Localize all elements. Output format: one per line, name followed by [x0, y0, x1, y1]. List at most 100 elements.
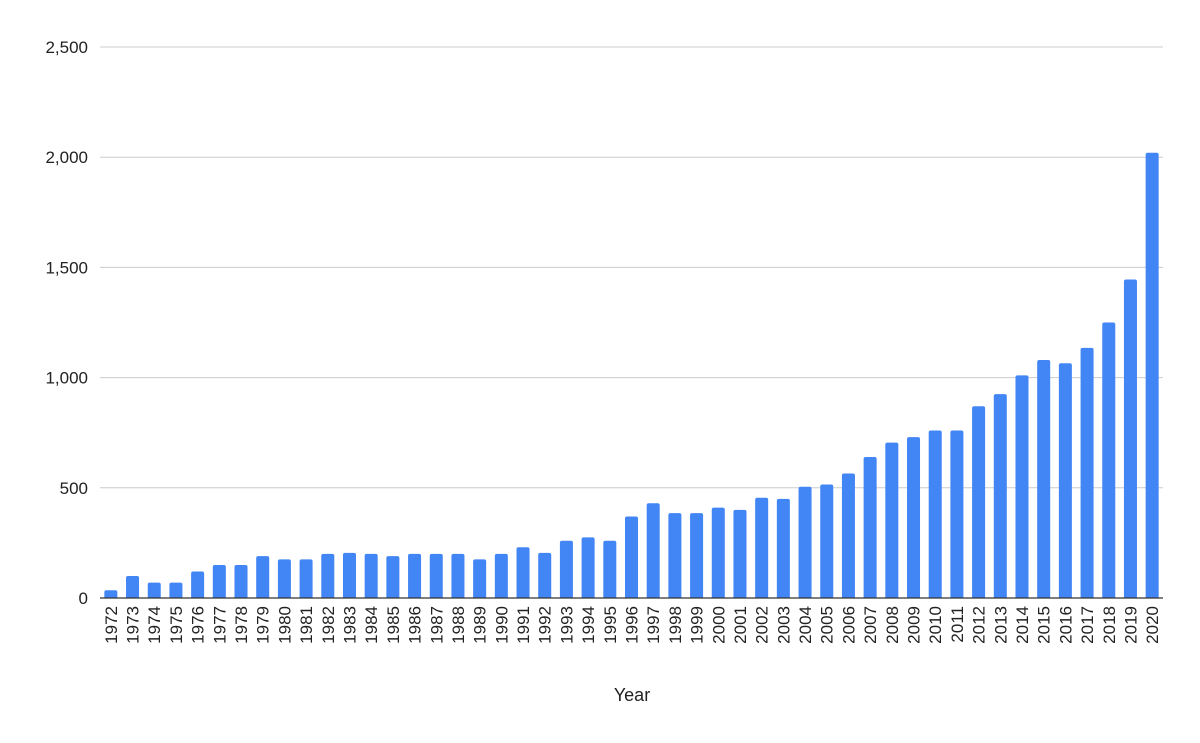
bar-2006 [841, 473, 855, 598]
bar-1992 [538, 552, 552, 598]
bar-2001 [733, 509, 747, 598]
bar-1994 [581, 537, 595, 598]
x-tick-label: 2013 [991, 606, 1010, 644]
x-tick-label: 2002 [753, 606, 772, 644]
x-tick-label: 1997 [644, 606, 663, 644]
bar-2012 [972, 406, 986, 598]
x-tick-label: 1996 [623, 606, 642, 644]
x-tick-label: 2014 [1013, 606, 1032, 644]
bar-2017 [1080, 347, 1094, 598]
bar-1999 [690, 513, 704, 598]
bar-1989 [473, 559, 487, 598]
x-tick-label: 1976 [189, 606, 208, 644]
y-tick-label: 500 [60, 479, 88, 498]
bar-2020 [1145, 152, 1159, 599]
x-tick-label: 1980 [275, 606, 294, 644]
bar-1983 [342, 552, 356, 598]
bar-2007 [863, 456, 877, 598]
x-tick-label: 2005 [818, 606, 837, 644]
bar-1977 [212, 564, 226, 598]
x-tick-label: 1987 [427, 606, 446, 644]
bar-1974 [147, 582, 161, 598]
x-tick-label: 2004 [796, 606, 815, 644]
gridlines [100, 46, 1163, 489]
x-tick-label: 1982 [319, 606, 338, 644]
bar-2000 [711, 507, 725, 598]
x-tick-label: 1979 [254, 606, 273, 644]
x-tick-label: 1977 [210, 606, 229, 644]
x-tick-label: 1985 [384, 606, 403, 644]
x-tick-label: 1993 [557, 606, 576, 644]
x-tick-label: 1984 [362, 606, 381, 644]
x-tick-label: 2012 [970, 606, 989, 644]
y-tick-label: 0 [79, 589, 88, 608]
x-tick-label: 2015 [1035, 606, 1054, 644]
bar-1972 [104, 590, 118, 598]
x-tick-label: 1992 [536, 606, 555, 644]
y-tick-label: 1,000 [45, 369, 88, 388]
x-axis-title: Year [614, 685, 650, 705]
x-tick-label: 1988 [449, 606, 468, 644]
y-tick-label: 2,500 [45, 38, 88, 57]
bar-2004 [798, 486, 812, 598]
bar-2014 [1015, 375, 1029, 598]
x-tick-label: 1972 [102, 606, 121, 644]
bar-1973 [126, 575, 140, 598]
x-tick-label: 1983 [340, 606, 359, 644]
bar-2002 [755, 497, 769, 598]
bar-2019 [1123, 279, 1137, 598]
bar-2011 [950, 430, 964, 598]
bar-1991 [516, 547, 530, 598]
x-tick-label: 1990 [492, 606, 511, 644]
x-tick-label: 1999 [688, 606, 707, 644]
x-tick-label: 1998 [666, 606, 685, 644]
x-tick-label: 2011 [948, 606, 967, 643]
x-tick-label: 2020 [1143, 606, 1162, 644]
x-tick-label: 1973 [124, 606, 143, 644]
x-tick-label: 1975 [167, 606, 186, 644]
x-tick-label: 1981 [297, 606, 316, 644]
bar-1988 [451, 553, 465, 598]
bar-1998 [668, 513, 682, 598]
bar-1985 [386, 556, 400, 598]
bar-1986 [408, 553, 422, 598]
x-tick-label: 2018 [1100, 606, 1119, 644]
bar-2015 [1037, 359, 1051, 598]
bar-2016 [1058, 363, 1072, 598]
y-tick-label: 2,000 [45, 148, 88, 167]
x-tick-label: 2009 [905, 606, 924, 644]
x-tick-label: 2000 [709, 606, 728, 644]
x-tick-label: 1994 [579, 606, 598, 644]
bar-2003 [776, 498, 790, 598]
bar-1995 [603, 540, 617, 598]
x-tick-label: 1978 [232, 606, 251, 644]
x-tick-label: 1989 [471, 606, 490, 644]
bar-2018 [1102, 322, 1116, 598]
x-tick-label: 2016 [1056, 606, 1075, 644]
x-tick-label: 2010 [926, 606, 945, 644]
bar-1976 [191, 571, 205, 598]
bar-1990 [494, 553, 508, 598]
bars [104, 152, 1159, 599]
x-tick-label: 2008 [883, 606, 902, 644]
bar-2008 [885, 442, 899, 598]
bar-1987 [429, 553, 443, 598]
bar-1979 [256, 556, 270, 598]
y-tick-label: 1,500 [45, 258, 88, 277]
x-tick-label: 1986 [406, 606, 425, 644]
bar-1981 [299, 559, 313, 598]
x-tick-label: 2003 [774, 606, 793, 644]
bar-2009 [907, 437, 921, 598]
y-axis-tick-labels: 0 500 1,000 1,500 2,000 2,500 [45, 38, 88, 608]
bar-1993 [559, 540, 573, 598]
x-tick-label: 2007 [861, 606, 880, 644]
bar-2013 [993, 394, 1007, 598]
bar-1996 [624, 516, 639, 598]
bar-1975 [169, 582, 183, 598]
x-tick-label: 2001 [731, 606, 750, 644]
x-axis-tick-labels: 1972 1973 1974 1975 1976 1977 1978 1979 1980 1981… [102, 606, 1162, 644]
bar-1984 [364, 553, 378, 598]
bar-2005 [820, 484, 834, 598]
